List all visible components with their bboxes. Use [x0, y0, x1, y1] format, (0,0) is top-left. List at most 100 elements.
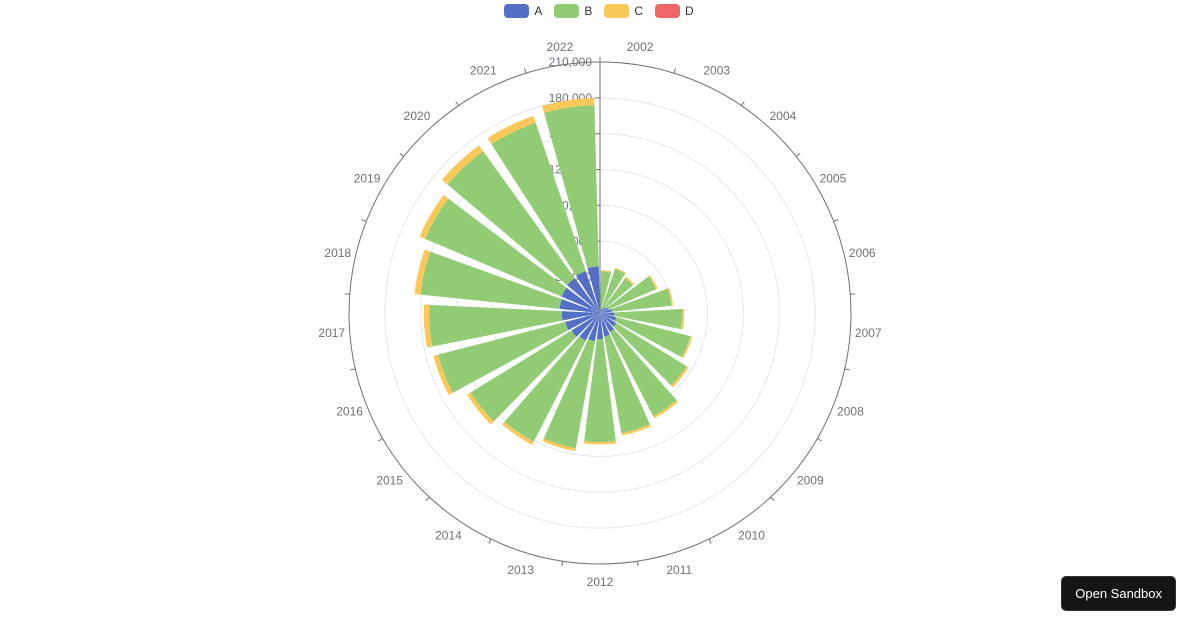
- bar-segment-c: [414, 249, 431, 295]
- bar-segment-b: [437, 321, 569, 393]
- bar-segment-c: [680, 308, 685, 330]
- bar-segment-a: [600, 307, 609, 313]
- angle-axis-label: 2002: [627, 40, 654, 54]
- bar-segment-b: [604, 278, 633, 309]
- bar-segment-c: [621, 424, 651, 436]
- legend-label-b: B: [584, 4, 593, 18]
- legend-label-c: C: [634, 4, 644, 18]
- angle-axis-label: 2009: [797, 474, 824, 488]
- bar-segment-b: [611, 288, 672, 312]
- bar-segment-b: [491, 122, 586, 276]
- bar-segment-c: [625, 276, 635, 286]
- angle-axis-label: 2015: [376, 474, 403, 488]
- legend-item-d[interactable]: D: [655, 4, 696, 18]
- angle-axis-label: 2010: [738, 528, 765, 542]
- bar-segment-a: [561, 311, 600, 321]
- bar-segment-b: [420, 251, 562, 309]
- bar-segment-b: [584, 339, 616, 443]
- legend-item-a[interactable]: A: [504, 4, 544, 18]
- angle-axis-label: 2003: [703, 64, 730, 78]
- bar-segment-c: [487, 115, 536, 145]
- legend-label-a: A: [534, 4, 543, 18]
- bar-segment-c: [681, 336, 693, 359]
- angle-tick: [425, 496, 430, 502]
- bar-segment-c: [542, 97, 595, 113]
- bar-segment-a: [576, 271, 600, 313]
- legend-swatch-c: [604, 4, 630, 18]
- angle-tick: [673, 68, 676, 74]
- angle-tick: [740, 101, 745, 106]
- bar-segment-b: [504, 336, 586, 442]
- bar-segment-b: [607, 276, 657, 310]
- open-sandbox-button[interactable]: Open Sandbox: [1061, 576, 1176, 611]
- bar-segment-b: [543, 339, 595, 449]
- angle-axis-label: 2006: [849, 246, 876, 260]
- angle-axis-label: 2012: [587, 575, 614, 589]
- bar-segment-c: [441, 145, 484, 185]
- angle-axis-label: 2014: [435, 528, 462, 542]
- angle-tick: [708, 538, 712, 544]
- angle-axis-label: 2022: [547, 40, 574, 54]
- angle-axis-label: 2018: [324, 246, 351, 260]
- angle-axis-label: 2019: [354, 172, 381, 186]
- angle-tick: [378, 438, 383, 442]
- bar-segment-c: [419, 194, 449, 239]
- bar-segment-c: [583, 441, 617, 445]
- angle-axis-label: 2007: [855, 326, 882, 340]
- bar-segment-b: [601, 268, 626, 309]
- angle-axis-label: 2021: [470, 64, 497, 78]
- bar-segment-c: [467, 392, 494, 425]
- bar-segment-c: [667, 287, 674, 306]
- angle-tick: [795, 152, 801, 157]
- legend-item-c[interactable]: C: [604, 4, 645, 18]
- angle-tick: [524, 68, 527, 74]
- bar-segment-a: [600, 308, 612, 313]
- bar-segment-c: [653, 400, 679, 419]
- bar-segment-a: [600, 313, 617, 321]
- bar-segment-b: [600, 271, 612, 311]
- angle-axis-label: 2004: [770, 109, 797, 123]
- bar-segment-b: [447, 151, 575, 286]
- chart-legend: A B C D: [0, 4, 1200, 18]
- bar-segment-a: [600, 308, 603, 313]
- bar-segment-c: [648, 275, 658, 290]
- angle-axis-label: 2020: [404, 109, 431, 123]
- angle-tick: [361, 219, 367, 222]
- angle-tick: [636, 561, 639, 567]
- bar-segment-a: [565, 313, 600, 331]
- legend-swatch-a: [504, 4, 530, 18]
- angle-axis-label: 2017: [318, 326, 345, 340]
- angle-tick: [817, 438, 822, 442]
- bar-segment-b: [425, 198, 567, 297]
- bar-segment-a: [571, 313, 600, 337]
- bar-segment-a: [600, 313, 610, 337]
- bar-segment-a: [567, 278, 600, 313]
- angle-axis-label: 2016: [336, 404, 363, 418]
- bar-segment-b: [429, 304, 563, 347]
- bar-segment-a: [561, 287, 600, 313]
- bar-segment-b: [609, 329, 677, 417]
- bar-segment-c: [601, 269, 612, 273]
- bar-segment-a: [579, 313, 600, 341]
- bar-segment-a: [600, 313, 615, 333]
- bar-segment-c: [502, 421, 534, 445]
- bar-segment-a: [600, 313, 617, 327]
- bar-segment-c: [433, 354, 453, 396]
- bar-segment-a: [588, 313, 600, 342]
- angle-tick: [350, 368, 356, 371]
- legend-item-b[interactable]: B: [554, 4, 594, 18]
- bar-segment-b: [613, 323, 687, 386]
- angle-axis-label: 2008: [837, 404, 864, 418]
- legend-label-d: D: [685, 4, 694, 18]
- radial-axis-label: 210,000: [549, 55, 593, 69]
- bar-segment-b: [544, 105, 599, 269]
- bar-segment-b: [614, 317, 691, 358]
- legend-swatch-b: [554, 4, 580, 18]
- angle-tick: [455, 101, 460, 106]
- bar-segment-c: [671, 366, 689, 388]
- bar-segment-a: [559, 299, 600, 313]
- bar-segment-b: [614, 309, 683, 330]
- bar-segment-a: [587, 266, 600, 313]
- bar-segment-c: [614, 267, 626, 274]
